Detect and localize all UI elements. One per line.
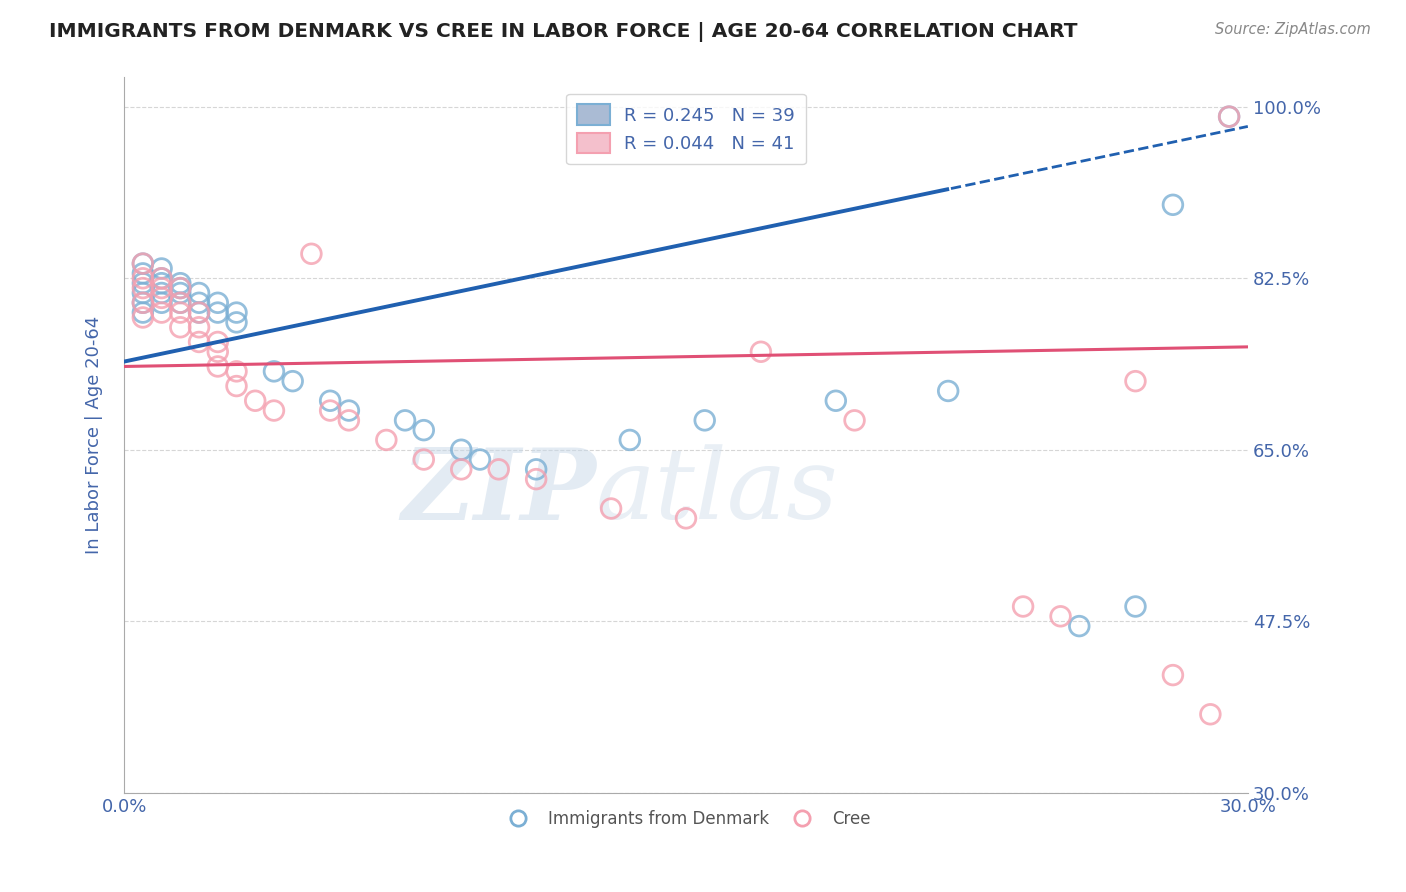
Point [844, 413, 866, 427]
Point [1012, 599, 1035, 614]
Point [319, 403, 342, 417]
Point [188, 334, 211, 349]
Point [207, 305, 229, 319]
Point [150, 305, 173, 319]
Point [1069, 619, 1091, 633]
Point [169, 295, 191, 310]
Point [263, 403, 285, 417]
Point [412, 423, 434, 437]
Point [1125, 599, 1147, 614]
Point [150, 271, 173, 285]
Point [132, 276, 155, 290]
Point [188, 295, 211, 310]
Point [150, 271, 173, 285]
Point [225, 379, 247, 393]
Point [188, 285, 211, 300]
Point [169, 281, 191, 295]
Point [1199, 707, 1222, 722]
Point [132, 285, 155, 300]
Point [1049, 609, 1071, 624]
Point [524, 462, 547, 476]
Point [225, 305, 247, 319]
Point [207, 295, 229, 310]
Text: Source: ZipAtlas.com: Source: ZipAtlas.com [1215, 22, 1371, 37]
Point [319, 393, 342, 408]
Point [188, 305, 211, 319]
Text: IMMIGRANTS FROM DENMARK VS CREE IN LABOR FORCE | AGE 20-64 CORRELATION CHART: IMMIGRANTS FROM DENMARK VS CREE IN LABOR… [49, 22, 1078, 42]
Point [1161, 198, 1184, 212]
Point [169, 305, 191, 319]
Point [150, 261, 173, 276]
Point [207, 359, 229, 374]
Point [1161, 668, 1184, 682]
Point [169, 276, 191, 290]
Point [675, 511, 697, 525]
Legend: Immigrants from Denmark, Cree: Immigrants from Denmark, Cree [495, 803, 877, 834]
Point [749, 344, 772, 359]
Point [132, 295, 155, 310]
Point [1218, 110, 1240, 124]
Point [207, 334, 229, 349]
Point [132, 271, 155, 285]
Point [936, 384, 959, 398]
Point [188, 305, 211, 319]
Point [150, 295, 173, 310]
Point [619, 433, 641, 447]
Point [488, 462, 510, 476]
Point [824, 393, 846, 408]
Point [169, 295, 191, 310]
Point [375, 433, 398, 447]
Point [412, 452, 434, 467]
Point [132, 266, 155, 280]
Point [169, 285, 191, 300]
Point [132, 257, 155, 271]
Point [245, 393, 267, 408]
Point [150, 285, 173, 300]
Text: ZIP: ZIP [401, 444, 596, 541]
Point [450, 442, 472, 457]
Point [337, 403, 360, 417]
Point [132, 305, 155, 319]
Point [150, 281, 173, 295]
Y-axis label: In Labor Force | Age 20-64: In Labor Force | Age 20-64 [86, 316, 103, 554]
Point [299, 247, 322, 261]
Point [600, 501, 623, 516]
Point [150, 276, 173, 290]
Text: atlas: atlas [596, 444, 839, 540]
Point [225, 364, 247, 378]
Point [1218, 110, 1240, 124]
Point [524, 472, 547, 486]
Point [693, 413, 716, 427]
Point [132, 257, 155, 271]
Point [450, 462, 472, 476]
Point [150, 291, 173, 305]
Point [132, 281, 155, 295]
Point [281, 374, 304, 388]
Point [207, 344, 229, 359]
Point [225, 315, 247, 329]
Point [337, 413, 360, 427]
Point [394, 413, 416, 427]
Point [188, 320, 211, 334]
Point [169, 320, 191, 334]
Point [169, 281, 191, 295]
Point [263, 364, 285, 378]
Point [132, 310, 155, 325]
Point [1125, 374, 1147, 388]
Point [132, 295, 155, 310]
Point [468, 452, 491, 467]
